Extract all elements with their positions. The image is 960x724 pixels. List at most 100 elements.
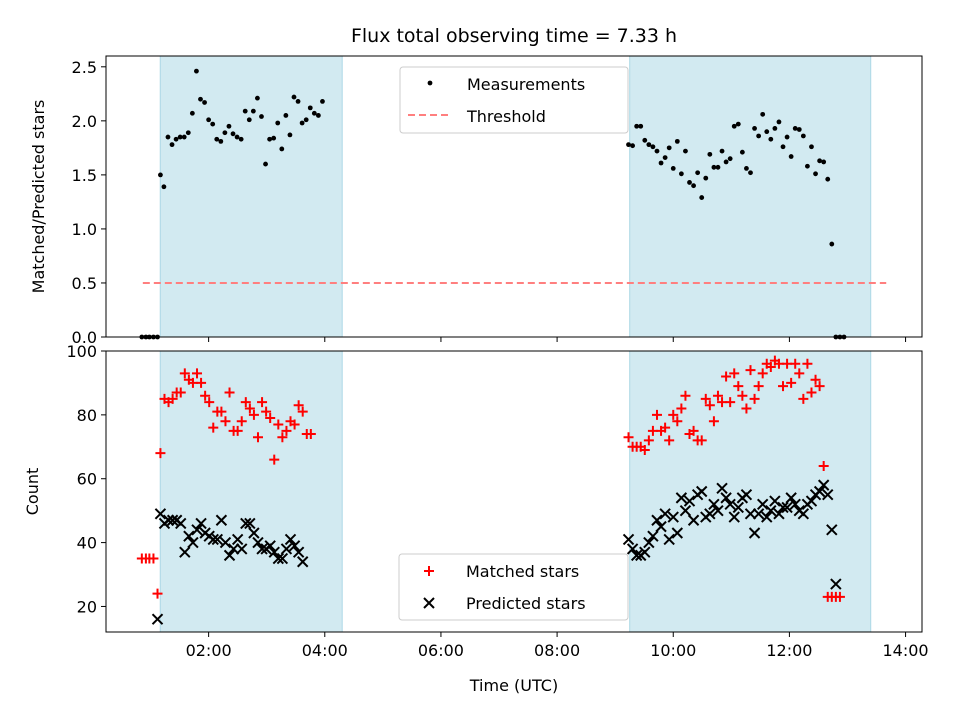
data-point [224,387,235,398]
data-point [191,524,203,536]
data-point [727,156,733,162]
data-point [676,403,687,414]
data-point [671,527,684,539]
x-tick-label: 14:00 [883,641,929,660]
data-point [829,241,835,247]
data-point [215,514,228,526]
x-tick-label: 08:00 [534,641,580,660]
data-point [151,613,164,625]
data-point [683,148,688,154]
data-point [687,514,700,526]
axes-frame-bottom [105,350,923,633]
data-point [202,100,207,105]
data-point [626,142,631,148]
legend-label: Threshold [466,107,546,126]
data-point [226,123,232,129]
data-point [776,119,782,125]
data-point [794,368,805,379]
data-point [781,501,793,514]
data-point [756,498,769,510]
data-point [662,155,668,160]
data-point [683,495,696,507]
data-point [740,488,753,501]
data-point [198,96,203,102]
legend-label: Measurements [467,75,585,94]
data-point [638,123,644,129]
data-point [242,108,248,114]
data-point [263,161,268,167]
data-point [185,130,191,136]
data-point [630,549,643,562]
data-point [778,381,789,392]
data-point [289,419,300,430]
data-point [688,425,699,436]
data-point [284,533,297,546]
data-point [293,400,304,411]
data-point [703,175,709,181]
series-predicted-stars [151,479,842,625]
y-tick-label: 2.0 [72,112,97,131]
data-point [800,133,806,139]
data-point [256,543,268,555]
data-point [666,145,672,151]
data-point [208,422,219,433]
series-matched-stars [136,355,845,602]
data-point [204,397,215,408]
data-point [320,98,325,104]
panel-top: 0.0 0.5 1.0 1.5 2.0 2.5 Matched/Predicted star… [29,55,923,347]
data-point [179,368,190,379]
data-point [287,132,293,138]
data-point [678,171,684,177]
data-point [240,397,251,408]
data-point [664,435,675,446]
data-point [630,143,635,149]
legend-marker-predicted [423,597,435,609]
data-point [651,514,663,526]
data-point [162,514,175,526]
data-point [165,134,171,140]
data-point [227,543,240,555]
data-point [658,160,664,166]
data-point [158,172,163,178]
data-point [735,121,741,127]
data-point [236,416,247,427]
data-point [765,361,776,372]
x-tick-label: 12:00 [766,641,812,660]
data-point [175,387,186,398]
data-point [788,154,794,159]
data-point [211,533,224,546]
y-tick-label: 1.0 [72,220,97,239]
y-axis-label-top: Matched/Predicted stars [29,100,48,294]
data-point [311,110,317,116]
data-point [277,432,288,443]
data-point [675,492,688,504]
data-point [259,114,264,119]
data-point [696,435,707,446]
data-point [729,368,740,379]
data-point [699,195,705,200]
data-point [784,134,790,140]
data-point [222,130,228,136]
data-point [315,113,321,118]
data-point [634,123,640,129]
data-point [299,120,305,126]
x-tick-label: 04:00 [302,641,348,660]
data-point [696,485,708,498]
legend-bottom: Matched stars Predicted stars [398,553,629,621]
data-point [802,358,813,369]
data-point [695,170,701,176]
data-point [672,416,683,427]
data-point [269,454,280,465]
data-point [822,488,834,501]
data-point [721,371,732,382]
data-point [271,135,277,141]
data-point [817,158,823,164]
data-point [687,180,692,185]
data-point [785,492,797,504]
observing-window-top-1 [629,55,872,338]
data-point [752,508,765,520]
data-point [725,397,736,408]
x-tick-label: 02:00 [186,641,232,660]
data-point [218,138,224,144]
y-tick-label: 100 [66,342,97,361]
